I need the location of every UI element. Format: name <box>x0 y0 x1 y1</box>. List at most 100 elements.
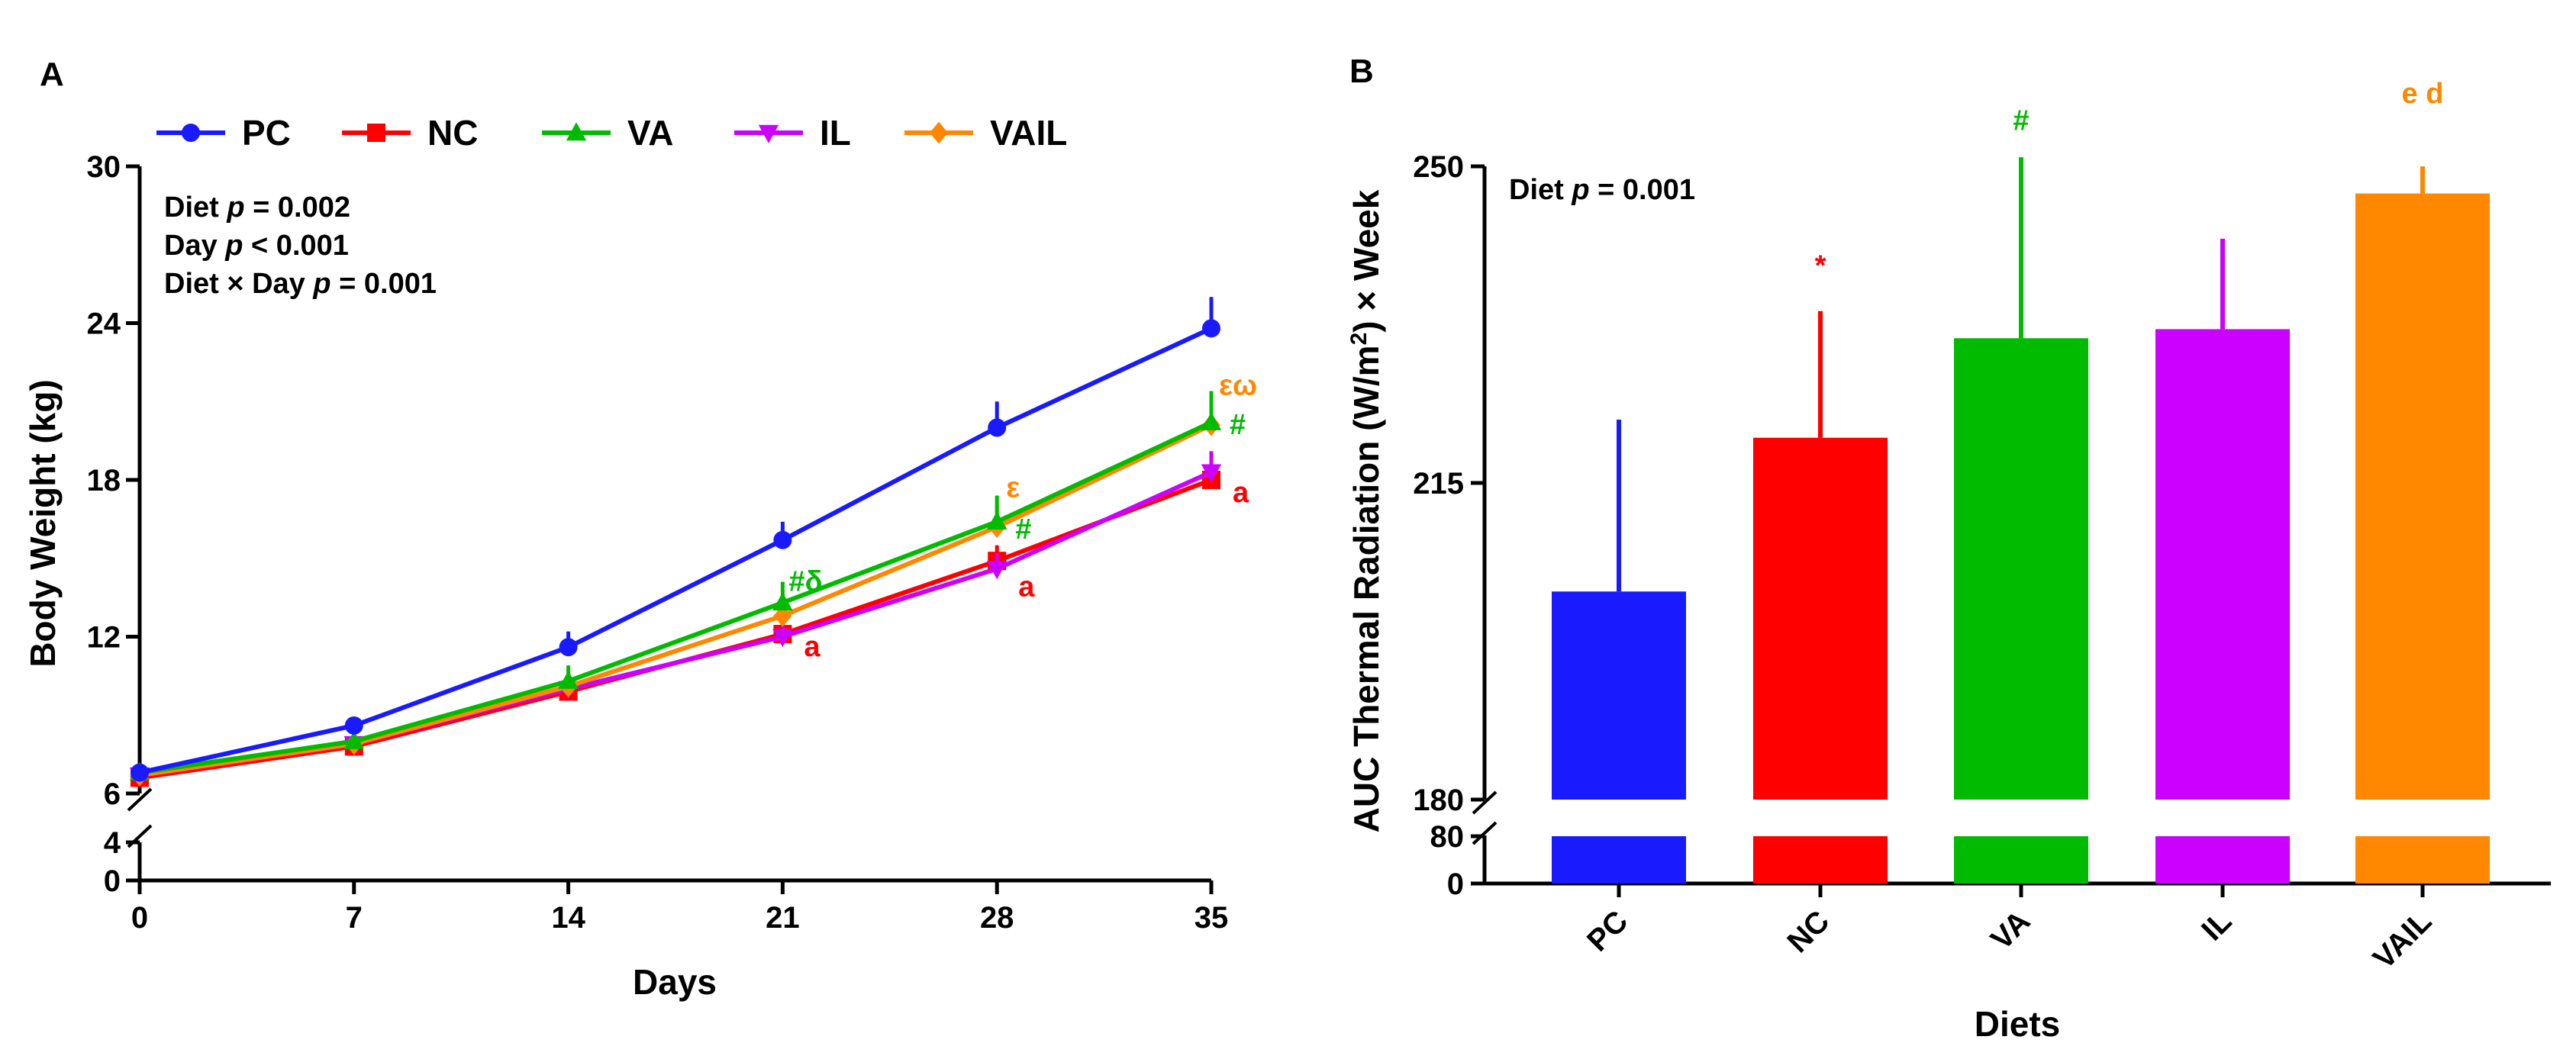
bar-base-va <box>1954 836 2088 884</box>
panel-b-x-tick-label: IL <box>2195 904 2238 947</box>
legend-marker-nc <box>367 124 385 142</box>
panel-a-x-tick-label: 0 <box>131 901 148 935</box>
series-va <box>129 391 1222 781</box>
panel-b-annotations: * # e d <box>1815 78 2444 282</box>
panel-a-y-axis: 30 24 18 12 6 4 0 <box>87 150 153 898</box>
panel-b-x-tick-label: VAIL <box>2367 904 2438 975</box>
panel-a-annotation: a <box>1018 571 1035 603</box>
legend-item-nc: NC <box>342 113 478 153</box>
panel-b-x-tick-label: NC <box>1781 904 1836 959</box>
panel-a-annotation: #δ <box>788 566 822 598</box>
panel-b-annotation-va: # <box>2013 105 2029 137</box>
legend-item-il: IL <box>734 113 851 153</box>
panel-b-annotation-vail: e d <box>2402 78 2444 110</box>
panel-a-line-chart: A PC NC VA IL VAIL Diet p = 0.002 Day p < 0.… <box>23 56 1257 1002</box>
panel-a-annotations: a #δ a # ε a # εω <box>788 370 1257 664</box>
data-point-pc <box>988 418 1007 437</box>
data-point-il <box>772 629 793 648</box>
panel-b-y-tick-label: 0 <box>1447 867 1464 901</box>
panel-a-stat-diet-day: Diet × Day p = 0.001 <box>164 268 437 300</box>
bar-va <box>1954 338 2088 800</box>
panel-b-y-tick-label: 180 <box>1413 784 1464 817</box>
data-point-il <box>1201 464 1222 483</box>
legend-marker-il <box>758 124 779 143</box>
panel-a-annotation: # <box>1015 513 1031 546</box>
panel-a-y-tick-label: 18 <box>87 464 121 497</box>
panel-b-annotation-nc: * <box>1815 249 1826 282</box>
bar-base-pc <box>1552 836 1686 884</box>
bar-vail <box>2355 193 2490 800</box>
legend-label-il: IL <box>820 113 851 153</box>
series-line-il <box>139 469 1213 777</box>
panel-a-annotation: a <box>804 631 821 663</box>
legend-label-pc: PC <box>242 113 291 153</box>
bar-pc <box>1552 591 1686 800</box>
series-line-pc <box>139 326 1213 775</box>
data-point-va <box>1201 411 1222 430</box>
panel-a-x-axis: 0 7 14 21 28 35 <box>131 878 1228 935</box>
bar-group-pc <box>1552 420 1686 884</box>
panel-a-y-tick-label: 6 <box>104 777 121 811</box>
data-point-pc <box>559 638 578 657</box>
bar-nc <box>1753 437 1888 800</box>
bar-group-va <box>1954 157 2088 884</box>
panel-a-y-ticks: 30 24 18 12 6 4 0 <box>87 150 140 898</box>
panel-a-y-tick-label: 24 <box>87 307 121 341</box>
panel-a-x-label: Days <box>633 962 717 1002</box>
data-point-pc <box>131 763 149 782</box>
panel-a-y-tick-label: 12 <box>87 621 121 655</box>
panel-b-stat-diet: Diet p = 0.001 <box>1509 174 1695 206</box>
bar-group-nc <box>1753 311 1888 884</box>
series-line-nc <box>139 478 1213 781</box>
panel-b-y-tick-label: 215 <box>1413 467 1464 501</box>
bar-group-vail <box>2355 166 2490 884</box>
panel-a-annotation: εω <box>1219 370 1257 402</box>
data-point-pc <box>344 716 363 735</box>
series-line-va <box>139 420 1213 775</box>
panel-a-x-tick-label: 28 <box>980 901 1014 935</box>
data-point-pc <box>1202 319 1220 338</box>
panel-a-x-tick-label: 14 <box>551 901 585 935</box>
panel-a-y-tick-label: 4 <box>104 826 121 860</box>
panel-b-x-label: Diets <box>1975 1004 2060 1044</box>
bar-group-il <box>2155 238 2290 884</box>
legend-marker-va <box>566 122 587 141</box>
panel-a-annotation: a <box>1233 477 1249 509</box>
panel-a-y-tick-label: 0 <box>104 864 121 898</box>
legend-label-va: VA <box>627 113 674 153</box>
panel-a-x-tick-label: 7 <box>346 901 363 935</box>
panel-a-x-tick-label: 21 <box>766 901 800 935</box>
panel-a-y-tick-label: 30 <box>87 150 121 184</box>
legend-item-va: VA <box>542 113 674 153</box>
panel-a-annotation: # <box>1230 409 1246 441</box>
panel-b-x-axis: PC NC VA IL VAIL <box>1483 881 2551 976</box>
bar-base-vail <box>2355 836 2490 884</box>
legend-item-vail: VAIL <box>904 113 1067 153</box>
data-point-va <box>772 592 793 611</box>
series-pc <box>131 297 1220 782</box>
panel-a-axis-break <box>127 787 153 812</box>
panel-a-y-label: Body Weight (kg) <box>23 379 63 667</box>
panel-a-annotation: ε <box>1006 472 1020 504</box>
data-point-va <box>558 670 579 689</box>
panel-a-legend: PC NC VA IL VAIL <box>156 113 1067 153</box>
panel-b-y-tick-label: 80 <box>1430 820 1465 854</box>
panel-a-series <box>129 297 1222 787</box>
data-point-pc <box>773 530 792 549</box>
series-il <box>129 451 1222 786</box>
panel-b-x-tick-label: PC <box>1581 904 1634 958</box>
panel-a-x-ticks: 0 7 14 21 28 35 <box>131 880 1228 935</box>
panel-b-y-label: AUC Thermal Radiation (W/m2) × Week <box>1346 189 1387 832</box>
data-point-il <box>987 561 1008 580</box>
legend-item-pc: PC <box>156 113 291 153</box>
bar-base-nc <box>1753 836 1888 884</box>
data-point-va <box>343 730 364 749</box>
bar-base-il <box>2155 836 2290 884</box>
panel-a-stat-diet: Diet p = 0.002 <box>164 192 350 224</box>
panel-b-x-ticks: PC NC VA IL VAIL <box>1581 884 2438 976</box>
panel-a-letter: A <box>40 56 64 93</box>
